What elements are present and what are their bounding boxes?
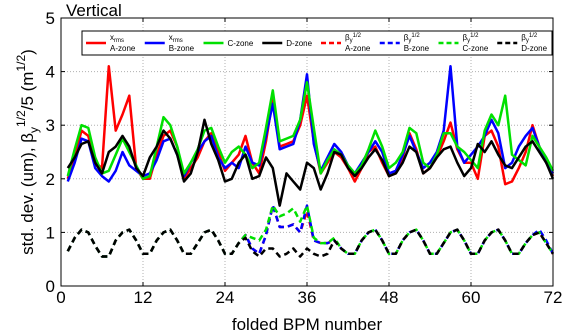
y-tick-label: 4 [46, 63, 55, 82]
legend-label-main: βy1/2 [345, 33, 362, 44]
y-axis-label-tail: /5 (m [18, 72, 37, 111]
legend-label-zone: C-zone [463, 44, 489, 53]
y-tick-label: 5 [46, 9, 55, 28]
series-group [66, 64, 555, 258]
x-tick-label: 48 [380, 288, 399, 307]
x-tick-label: 12 [134, 288, 153, 307]
legend-label-zone: A-zone [345, 44, 371, 53]
y-tick-label: 1 [46, 223, 55, 242]
y-axis-label-tail-sup: 1/2 [14, 55, 28, 72]
legend-label-main: βy1/2 [404, 33, 421, 44]
y-axis-label: std. dev. (um), βy1/2/5 (m1/2) [14, 49, 41, 255]
x-axis-label: folded BPM number [232, 315, 383, 334]
x-tick-label: 36 [298, 288, 317, 307]
series-line-4 [66, 118, 555, 207]
legend-label-zone: B-zone [169, 44, 195, 53]
x-tick-label: 60 [462, 288, 481, 307]
y-axis-label-main: std. dev. (um), β [18, 133, 37, 255]
legend-label-main: βy1/2 [463, 33, 480, 44]
legend-label-zone: D-zone [521, 44, 547, 53]
series-line-8 [66, 228, 555, 258]
legend-label-main: xrms [169, 33, 183, 44]
y-axis-label-tail-end: ) [18, 49, 37, 55]
chart-title: Vertical [66, 1, 122, 20]
y-tick-label: 0 [46, 277, 55, 296]
legend-label-main: βy1/2 [521, 33, 538, 44]
legend-label-zone: D-zone [286, 39, 312, 48]
legend-label-zone: A-zone [110, 44, 136, 53]
legend-label-zone: C-zone [228, 39, 254, 48]
y-tick-label: 3 [46, 116, 55, 135]
legend-box [81, 30, 553, 56]
y-tick-label: 2 [46, 170, 55, 189]
legend-label-main: xrms [110, 33, 124, 44]
y-axis-label-sub: y [27, 127, 41, 133]
legend-label-zone: B-zone [404, 44, 430, 53]
y-axis-label-sup: 1/2 [14, 110, 28, 127]
x-tick-label: 0 [56, 288, 65, 307]
x-tick-label: 24 [216, 288, 235, 307]
x-tick-label: 72 [544, 288, 563, 307]
